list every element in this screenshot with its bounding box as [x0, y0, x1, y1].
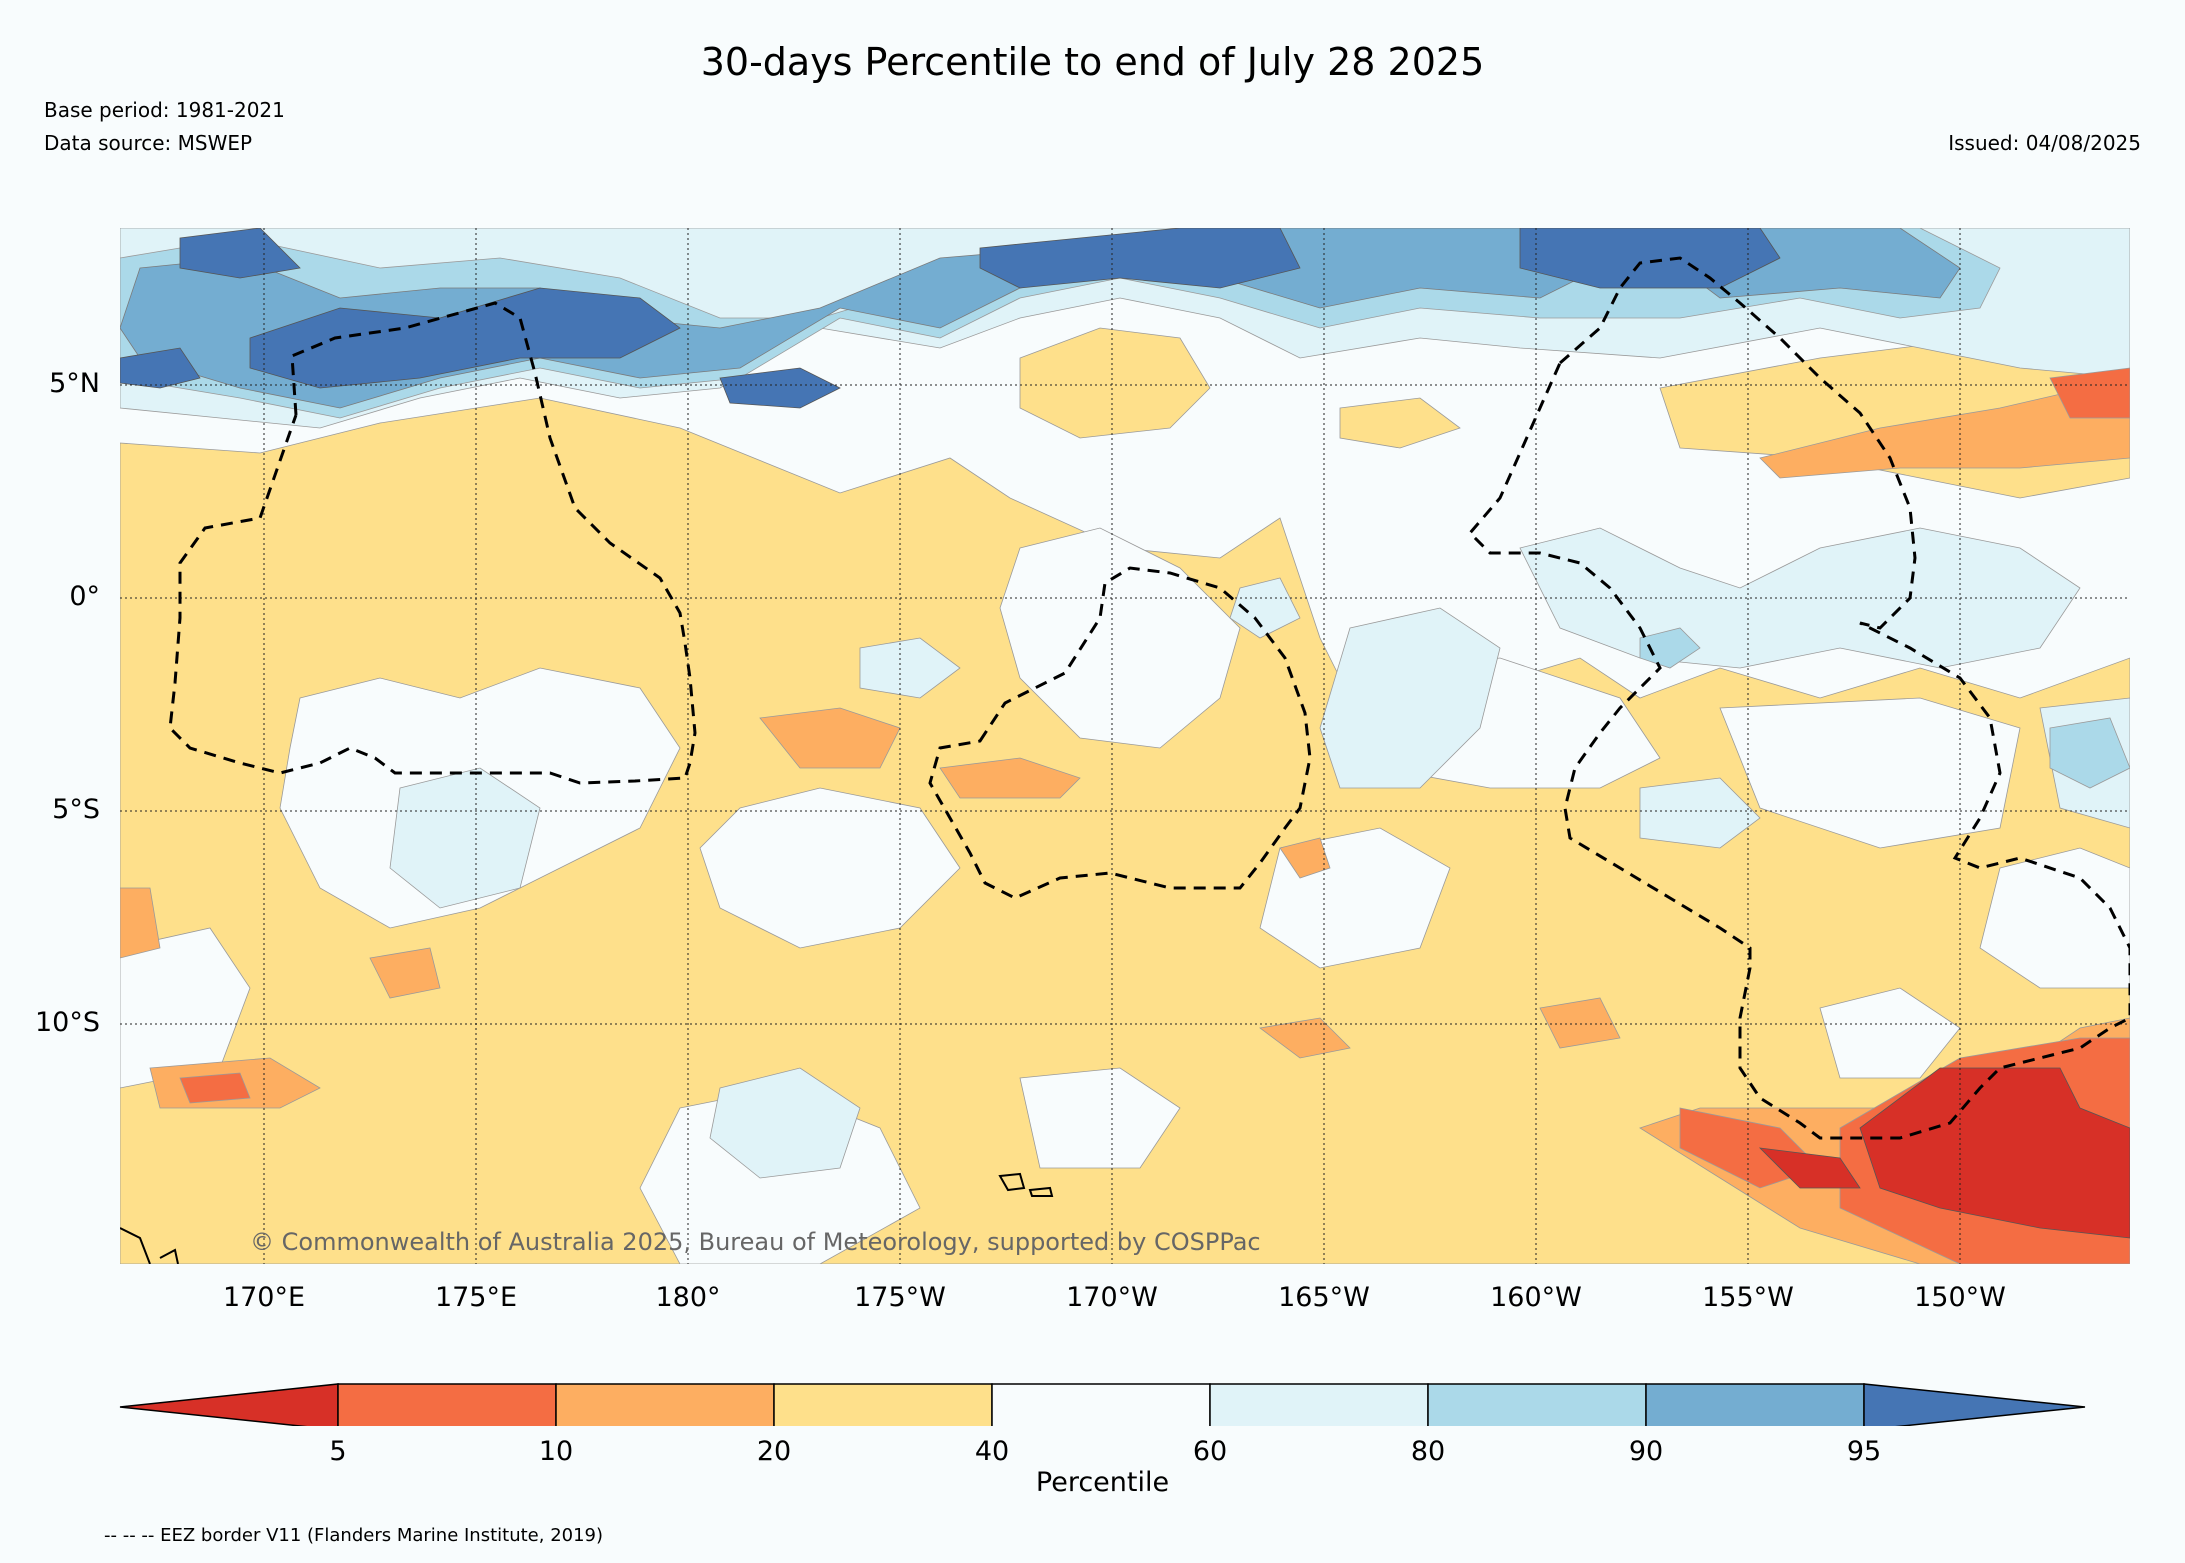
colorbar-tick-10: 10 [538, 1436, 574, 1467]
colorbar-segment-gt95 [1863, 1383, 2086, 1431]
copyright-notice: © Commonwealth of Australia 2025, Bureau… [250, 1228, 1261, 1256]
colorbar-tick-90: 90 [1628, 1436, 1664, 1467]
lon-label-175e: 175°E [434, 1282, 518, 1313]
colorbar-segment-5-10 [337, 1383, 557, 1431]
colorbar-segment-lt5 [119, 1383, 339, 1431]
colorbar-segment-60-80 [1209, 1383, 1429, 1431]
colorbar-tick-20: 20 [756, 1436, 792, 1467]
lat-label-5n: 5°N [49, 368, 100, 399]
data-source: Data source: MSWEP [44, 131, 253, 155]
colorbar-tick-95: 95 [1846, 1436, 1882, 1467]
colorbar-label: Percentile [1035, 1467, 1170, 1498]
lon-label-170e: 170°E [222, 1282, 306, 1313]
percentile-map [120, 228, 2130, 1264]
lon-label-175w: 175°W [854, 1282, 946, 1313]
lon-label-150w: 150°W [1914, 1282, 2006, 1313]
base-period: Base period: 1981-2021 [44, 98, 285, 122]
lat-label-5s: 5°S [52, 794, 100, 825]
lon-label-170w: 170°W [1066, 1282, 1158, 1313]
island-outlines [120, 1172, 1054, 1264]
lon-label-180: 180° [655, 1282, 721, 1313]
colorbar-segment-10-20 [555, 1383, 775, 1431]
gridlines [120, 228, 2130, 1264]
colorbar [100, 1376, 2100, 1431]
colorbar-tick-80: 80 [1410, 1436, 1446, 1467]
lat-label-10s: 10°S [35, 1007, 100, 1038]
colorbar-segment-90-95 [1645, 1383, 1865, 1431]
colorbar-segment-40-60 [991, 1383, 1211, 1431]
issued-date: Issued: 04/08/2025 [1948, 131, 2141, 155]
lon-label-155w: 155°W [1702, 1282, 1794, 1313]
lon-label-165w: 165°W [1278, 1282, 1370, 1313]
eez-legend-note: -- -- -- EEZ border V11 (Flanders Marine… [104, 1525, 604, 1546]
map-title: 30-days Percentile to end of July 28 202… [700, 40, 1485, 84]
lon-label-160w: 160°W [1490, 1282, 1582, 1313]
band-gt95 [120, 228, 1781, 409]
eez-borders [168, 256, 2130, 1140]
band-lt5 [1758, 1067, 2130, 1239]
colorbar-tick-5: 5 [329, 1436, 347, 1467]
colorbar-segment-80-90 [1427, 1383, 1647, 1431]
colorbar-tick-60: 60 [1192, 1436, 1228, 1467]
lat-label-0: 0° [69, 581, 100, 612]
colorbar-segment-20-40 [773, 1383, 993, 1431]
colorbar-tick-40: 40 [974, 1436, 1010, 1467]
